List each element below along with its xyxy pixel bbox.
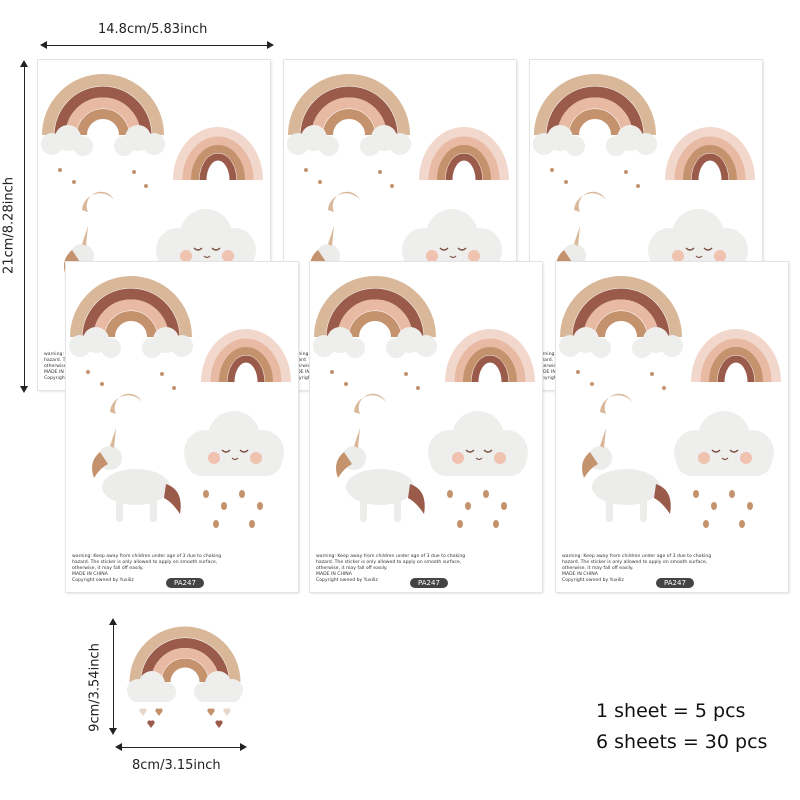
sheet-warning-text: warning: Keep away from children under a… bbox=[72, 554, 222, 583]
cloud-face-sticker bbox=[674, 411, 774, 528]
moon-sticker bbox=[82, 191, 114, 212]
rainbow-sticker bbox=[419, 127, 509, 181]
unicorn-sticker bbox=[336, 428, 425, 522]
summary-line-1: 1 sheet = 5 pcs bbox=[596, 700, 746, 722]
rainbow-sticker bbox=[201, 329, 291, 383]
rainbow-cloud-sticker bbox=[533, 74, 657, 188]
cloud-face-sticker bbox=[184, 411, 284, 528]
sheet-width-arrow-left-head bbox=[40, 41, 47, 49]
sheet-height-arrow bbox=[24, 64, 25, 390]
sticker-width-arrow bbox=[118, 747, 244, 748]
moon-sticker bbox=[328, 191, 360, 212]
sticker-height-label: 9cm/3.54inch bbox=[87, 643, 103, 732]
sheet-height-arrow-bottom-head bbox=[20, 386, 28, 393]
rainbow-sticker bbox=[691, 329, 781, 383]
preview-rainbow bbox=[129, 626, 241, 683]
unicorn-sticker bbox=[582, 428, 671, 522]
rainbow-cloud-sticker bbox=[41, 74, 165, 188]
sticker-width-arrow-right-head bbox=[240, 743, 247, 751]
sheet-code-badge: PA247 bbox=[656, 578, 694, 588]
single-sticker-preview bbox=[127, 626, 243, 728]
rainbow-cloud-sticker bbox=[69, 276, 193, 390]
sheet-width-label: 14.8cm/5.83inch bbox=[98, 22, 208, 37]
sheet-warning-text: warning: Keep away from children under a… bbox=[562, 554, 712, 583]
sheet-code-badge: PA247 bbox=[410, 578, 448, 588]
sheet-height-label: 21cm/8.28inch bbox=[1, 177, 17, 274]
sheet-width-arrow bbox=[42, 45, 272, 46]
sticker-sheet: warning: Keep away from children under a… bbox=[310, 262, 542, 592]
unicorn-sticker bbox=[92, 428, 181, 522]
rainbow-sticker bbox=[445, 329, 535, 383]
sticker-height-arrow bbox=[113, 622, 114, 732]
cloud-face-sticker bbox=[428, 411, 528, 528]
sticker-width-label: 8cm/3.15inch bbox=[132, 758, 221, 773]
sticker-height-arrow-bottom-head bbox=[109, 728, 117, 735]
rainbow-cloud-sticker bbox=[559, 276, 683, 390]
moon-sticker bbox=[110, 393, 142, 414]
summary-line-2: 6 sheets = 30 pcs bbox=[596, 731, 768, 753]
preview-hearts bbox=[139, 708, 231, 728]
sticker-sheet: warning: Keep away from children under a… bbox=[556, 262, 788, 592]
preview-cloud-right bbox=[194, 671, 243, 702]
rainbow-sticker bbox=[173, 127, 263, 181]
sticker-width-arrow-left-head bbox=[115, 743, 122, 751]
cloud-face-sticker bbox=[156, 209, 256, 326]
moon-sticker bbox=[600, 393, 632, 414]
sheet-width-arrow-right-head bbox=[267, 41, 274, 49]
rainbow-cloud-sticker bbox=[313, 276, 437, 390]
moon-sticker bbox=[354, 393, 386, 414]
sheet-height-arrow-top-head bbox=[20, 60, 28, 67]
preview-cloud-left bbox=[127, 671, 176, 702]
sheet-warning-text: warning: Keep away from children under a… bbox=[316, 554, 466, 583]
rainbow-cloud-sticker bbox=[287, 74, 411, 188]
sticker-height-arrow-top-head bbox=[109, 618, 117, 625]
rainbow-sticker bbox=[665, 127, 755, 181]
sticker-sheet: warning: Keep away from children under a… bbox=[66, 262, 298, 592]
moon-sticker bbox=[574, 191, 606, 212]
sheet-code-badge: PA247 bbox=[166, 578, 204, 588]
